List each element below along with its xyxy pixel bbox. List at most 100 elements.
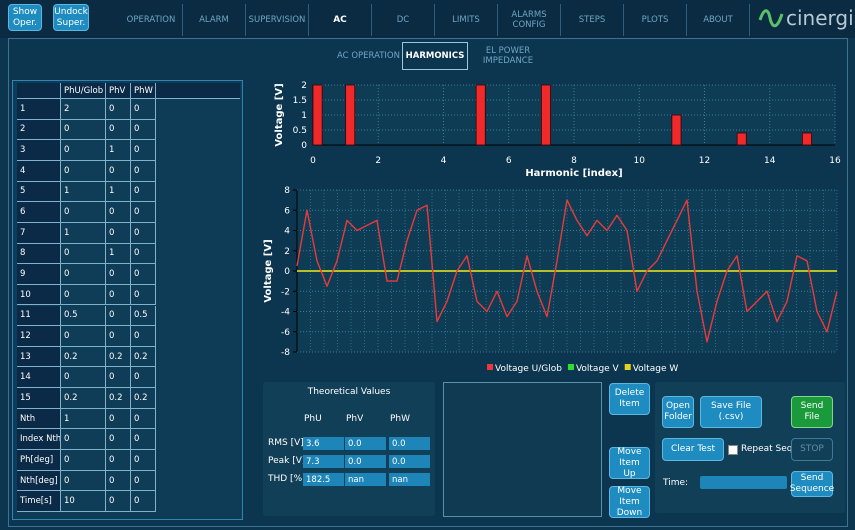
table-cell[interactable]: 0 — [131, 326, 156, 347]
table-cell[interactable]: 0 — [106, 222, 131, 244]
nav-tab[interactable]: PLOTS — [624, 4, 687, 36]
table-cell[interactable]: 0 — [61, 264, 106, 285]
table-cell[interactable]: 0 — [131, 181, 156, 203]
nav-tab[interactable]: STEPS — [561, 4, 624, 36]
table-cell[interactable]: 0 — [131, 243, 156, 265]
table-cell[interactable]: 0 — [106, 367, 131, 389]
table-cell[interactable]: 0 — [106, 450, 131, 471]
table-cell[interactable]: 0 — [131, 222, 156, 244]
table-cell[interactable]: 1 — [106, 243, 131, 265]
save-file-button[interactable]: Save File (.csv) — [700, 396, 762, 428]
table-cell[interactable]: 0.2 — [106, 346, 131, 368]
table-cell[interactable]: 0 — [61, 326, 106, 347]
table-cell[interactable]: 0 — [131, 140, 156, 161]
y-tick-label: 1 — [301, 111, 307, 121]
nav-tab[interactable]: SUPERVISION — [246, 4, 309, 36]
table-cell[interactable]: 1 — [106, 140, 131, 161]
open-folder-button[interactable]: Open Folder — [662, 396, 694, 428]
send-file-button[interactable]: Send File — [791, 396, 833, 428]
bar — [736, 132, 747, 146]
row-label: 1 — [17, 99, 61, 120]
table-cell[interactable]: 0 — [106, 264, 131, 285]
table-cell[interactable]: 1 — [106, 181, 131, 203]
value-field: 0.0 — [345, 455, 386, 468]
sub-tab[interactable]: HARMONICS — [402, 42, 468, 70]
table-cell[interactable]: 0 — [106, 491, 131, 512]
table-cell[interactable]: 0 — [61, 243, 106, 265]
nav-tab[interactable]: ALARMS CONFIG — [498, 4, 561, 36]
sub-tab[interactable]: EL POWER IMPEDANCE — [482, 46, 534, 66]
table-cell[interactable]: 1 — [61, 181, 106, 203]
table-cell[interactable]: 0 — [61, 202, 106, 223]
table-cell[interactable]: 0 — [61, 429, 106, 451]
table-cell[interactable]: 0 — [106, 408, 131, 430]
table-cell[interactable]: 1 — [61, 222, 106, 244]
table-cell[interactable]: 1 — [61, 408, 106, 430]
table-cell[interactable]: 0 — [131, 202, 156, 223]
x-tick-label: 4 — [441, 156, 447, 166]
table-cell[interactable]: 0 — [61, 367, 106, 389]
table-cell[interactable]: 0.2 — [61, 388, 106, 409]
table-cell[interactable]: 0 — [131, 491, 156, 512]
table-cell[interactable]: 0 — [131, 119, 156, 141]
repeat-checkbox[interactable] — [728, 445, 738, 455]
nav-tab[interactable]: ABOUT — [687, 4, 750, 36]
row-label: Ph[deg] — [17, 450, 61, 471]
table-cell[interactable]: 0 — [61, 450, 106, 471]
table-cell[interactable]: 0 — [131, 160, 156, 182]
table-cell[interactable]: 0 — [131, 367, 156, 389]
nav-tab[interactable]: LIMITS — [435, 4, 498, 36]
send-sequence-button[interactable]: Send Sequence — [790, 471, 834, 497]
y-tick-label: -8 — [281, 348, 290, 358]
bar — [801, 132, 812, 146]
nav-tab[interactable]: ALARM — [183, 4, 246, 36]
table-cell[interactable]: 0 — [61, 119, 106, 141]
move-up-button[interactable]: Move Item Up — [609, 447, 650, 479]
table-cell[interactable]: 0.2 — [131, 346, 156, 368]
table-cell[interactable]: 0 — [61, 140, 106, 161]
table-cell[interactable]: 0 — [131, 99, 156, 120]
table-cell[interactable]: 0 — [106, 119, 131, 141]
table-cell[interactable]: 0 — [131, 470, 156, 492]
series-line — [296, 199, 838, 343]
table-cell[interactable]: 0 — [106, 99, 131, 120]
table-cell[interactable]: 0 — [106, 326, 131, 347]
row-label: Nth — [17, 408, 61, 430]
stop-button[interactable]: STOP — [791, 438, 833, 461]
table-cell[interactable]: 0 — [131, 284, 156, 306]
y-tick-label: -2 — [281, 287, 290, 297]
table-cell[interactable]: 0.5 — [131, 305, 156, 327]
table-cell[interactable]: 0.2 — [61, 346, 106, 368]
table-cell[interactable]: 0 — [106, 284, 131, 306]
y-axis-label: Voltage [V] — [274, 83, 285, 146]
table-cell[interactable]: 0 — [106, 160, 131, 182]
table-cell[interactable]: 0 — [106, 305, 131, 327]
table-cell[interactable]: 0.2 — [131, 388, 156, 409]
table-cell[interactable]: 0 — [131, 264, 156, 285]
table-cell[interactable]: 0.2 — [106, 388, 131, 409]
row-label: Time[s] — [17, 491, 61, 512]
sub-tab[interactable]: AC OPERATION — [337, 51, 400, 61]
move-down-button[interactable]: Move Item Down — [609, 486, 650, 518]
undock-super-button[interactable]: Undock Super. — [53, 4, 89, 31]
table-cell[interactable]: 0 — [61, 470, 106, 492]
nav-tab[interactable]: AC — [309, 4, 372, 36]
clear-test-button[interactable]: Clear Test — [662, 438, 724, 461]
table-cell[interactable]: 0.5 — [61, 305, 106, 327]
table-cell[interactable]: 0 — [106, 202, 131, 223]
nav-tab[interactable]: OPERATION — [120, 4, 183, 36]
show-oper-button[interactable]: Show Oper. — [8, 4, 42, 31]
table-cell[interactable]: 0 — [61, 284, 106, 306]
table-cell[interactable]: 0 — [106, 470, 131, 492]
table-cell[interactable]: 0 — [131, 429, 156, 451]
table-cell[interactable]: 0 — [131, 408, 156, 430]
table-cell[interactable]: 0 — [61, 160, 106, 182]
delete-item-button[interactable]: Delete Item — [609, 383, 650, 415]
table-cell[interactable]: 0 — [106, 429, 131, 451]
table-cell[interactable]: 0 — [131, 450, 156, 471]
table-cell[interactable]: 2 — [61, 99, 106, 120]
nav-tab[interactable]: DC — [372, 4, 435, 36]
table-cell[interactable]: 10 — [61, 491, 106, 512]
time-progress — [700, 476, 787, 489]
